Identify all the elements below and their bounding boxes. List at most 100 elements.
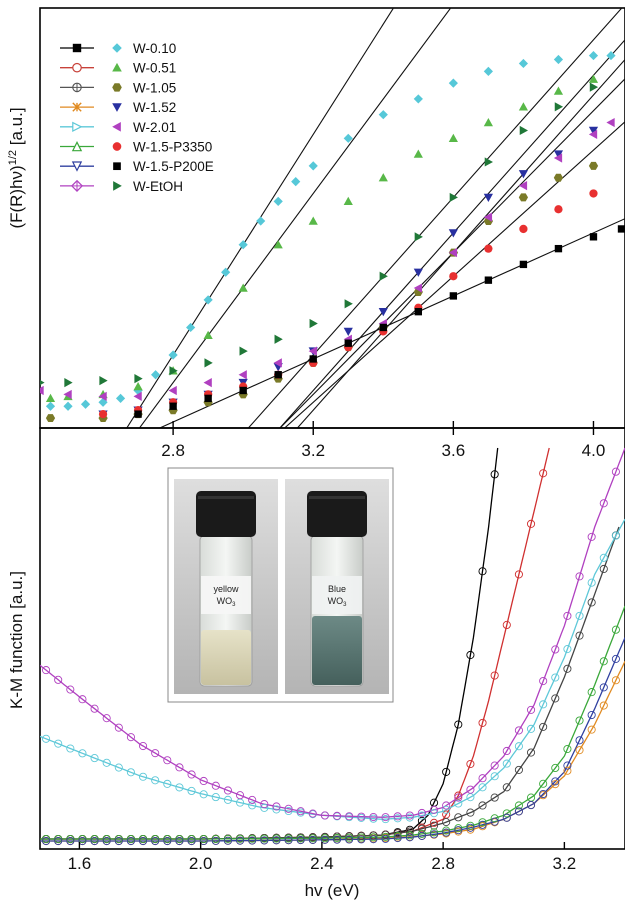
data-point bbox=[40, 385, 44, 396]
km-marker bbox=[429, 830, 439, 839]
km-marker bbox=[466, 825, 475, 834]
data-point bbox=[553, 86, 564, 95]
bottom-plot-frame bbox=[39, 427, 625, 850]
km-marker bbox=[332, 811, 342, 820]
data-point bbox=[63, 401, 73, 411]
series-w-105 bbox=[45, 161, 599, 422]
data-point bbox=[204, 358, 213, 368]
legend-entry: W-1.5-P3350 bbox=[60, 140, 212, 155]
km-marker bbox=[90, 835, 99, 844]
data-point bbox=[554, 244, 563, 253]
km-marker bbox=[502, 746, 511, 756]
km-marker bbox=[514, 742, 523, 751]
km-marker bbox=[539, 779, 548, 788]
km-marker bbox=[575, 572, 584, 581]
km-marker bbox=[563, 744, 572, 754]
km-marker bbox=[332, 835, 342, 844]
data-point bbox=[63, 389, 72, 400]
km-marker bbox=[454, 824, 463, 833]
x-tick-label: 2.4 bbox=[310, 854, 334, 873]
km-marker bbox=[539, 722, 548, 731]
data-point bbox=[45, 393, 56, 403]
km-marker bbox=[575, 736, 584, 745]
km-marker bbox=[163, 836, 172, 846]
km-marker bbox=[369, 812, 378, 822]
data-point bbox=[238, 370, 247, 380]
km-marker bbox=[151, 776, 160, 785]
km-marker bbox=[260, 803, 269, 812]
tauc-fit-w-201 bbox=[279, 78, 625, 428]
km-marker bbox=[308, 835, 317, 844]
legend-marker-left bbox=[72, 102, 82, 112]
km-marker bbox=[175, 783, 184, 792]
km-marker bbox=[381, 815, 390, 824]
data-point bbox=[134, 374, 143, 384]
data-point bbox=[554, 205, 563, 214]
data-point bbox=[554, 102, 564, 112]
km-marker bbox=[272, 805, 281, 814]
km-marker bbox=[393, 814, 402, 823]
data-point bbox=[99, 376, 108, 386]
top-series-marks bbox=[40, 50, 625, 422]
data-point bbox=[553, 54, 564, 65]
km-marker bbox=[526, 519, 536, 528]
data-point bbox=[483, 117, 493, 127]
km-marker bbox=[42, 836, 51, 846]
km-marker bbox=[236, 836, 245, 845]
km-marker bbox=[563, 664, 572, 673]
legend-label: W-2.01 bbox=[133, 120, 176, 135]
km-marker bbox=[223, 836, 232, 845]
km-marker bbox=[405, 833, 414, 842]
data-point bbox=[518, 170, 529, 179]
km-marker bbox=[575, 746, 584, 755]
km-marker bbox=[405, 831, 414, 840]
km-marker bbox=[551, 673, 560, 682]
data-point bbox=[308, 216, 318, 225]
data-point bbox=[273, 240, 283, 249]
data-point bbox=[484, 276, 493, 284]
km-marker bbox=[551, 777, 560, 786]
km-marker bbox=[587, 710, 596, 720]
legend-marker-right bbox=[112, 43, 122, 53]
data-point bbox=[133, 391, 142, 401]
data-point bbox=[553, 153, 563, 163]
km-marker bbox=[526, 724, 536, 733]
data-point bbox=[449, 292, 458, 300]
km-marker bbox=[417, 808, 426, 818]
data-point bbox=[273, 358, 282, 368]
data-point bbox=[291, 177, 301, 187]
km-marker bbox=[429, 805, 439, 814]
km-marker bbox=[563, 611, 572, 620]
km-marker bbox=[454, 720, 463, 729]
data-point bbox=[519, 260, 528, 269]
data-point bbox=[134, 410, 142, 418]
km-marker bbox=[502, 620, 511, 630]
km-marker bbox=[163, 835, 172, 844]
km-marker bbox=[248, 795, 257, 804]
km-marker bbox=[393, 829, 402, 838]
km-marker bbox=[563, 766, 572, 775]
data-point bbox=[150, 370, 161, 380]
km-marker bbox=[502, 759, 511, 768]
x-axis-label: hv (eV) bbox=[305, 881, 360, 900]
data-point bbox=[169, 366, 178, 376]
km-marker bbox=[151, 836, 160, 846]
legend: W-0.10 W-0.51 W-1.05 W-1.52 W-2.01 W-1.5-P335… bbox=[60, 41, 214, 194]
km-marker bbox=[514, 765, 523, 774]
km-marker bbox=[490, 817, 499, 826]
x-tick-label: 1.6 bbox=[68, 854, 92, 873]
km-marker bbox=[114, 835, 123, 844]
x-tick-label: 2.8 bbox=[431, 854, 455, 873]
km-marker bbox=[478, 820, 487, 829]
km-marker bbox=[466, 650, 475, 660]
km-marker bbox=[442, 826, 451, 835]
data-point bbox=[518, 58, 529, 69]
km-marker bbox=[454, 813, 463, 822]
km-marker bbox=[320, 835, 329, 844]
km-marker bbox=[611, 654, 620, 663]
km-marker bbox=[236, 791, 245, 800]
km-marker bbox=[272, 836, 281, 845]
km-marker bbox=[284, 804, 293, 813]
data-point bbox=[518, 193, 528, 202]
